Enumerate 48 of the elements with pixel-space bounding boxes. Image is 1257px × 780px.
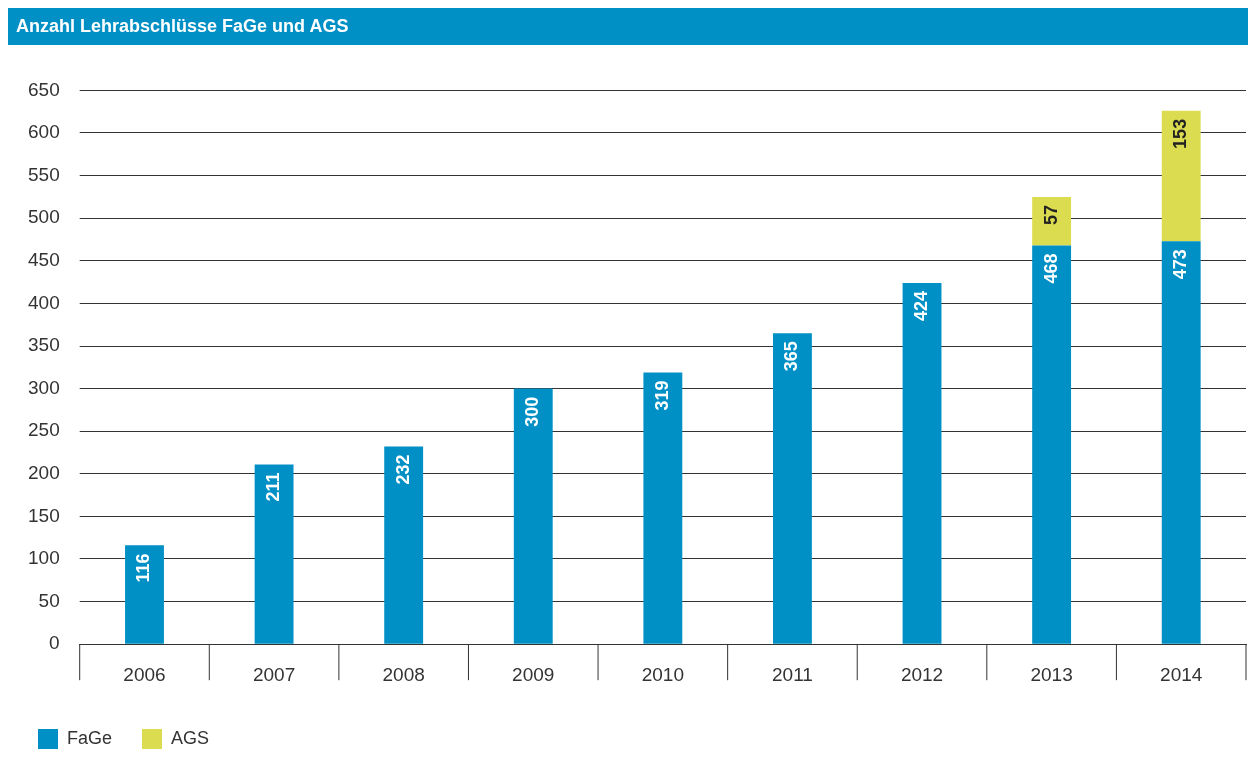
data-label: 424	[911, 290, 931, 321]
y-tick-label: 350	[28, 334, 60, 356]
x-tick-label: 2011	[772, 663, 813, 685]
legend-label: FaGe	[67, 727, 113, 748]
y-tick-label: 650	[28, 78, 60, 100]
y-tick-label: 500	[28, 206, 60, 228]
y-tick-label: 400	[28, 291, 60, 313]
bar	[1032, 245, 1072, 644]
bar	[773, 333, 812, 644]
x-tick-label: 2007	[252, 663, 296, 685]
data-label: 211	[263, 472, 284, 502]
x-tick-label: 2008	[382, 663, 425, 685]
y-tick-label: 0	[49, 632, 60, 654]
x-tick-label: 2012	[900, 663, 944, 685]
y-tick-label: 150	[28, 504, 60, 526]
bar	[513, 388, 553, 644]
x-tick-label: 2013	[1030, 663, 1073, 685]
data-label: 57	[1040, 204, 1061, 225]
chart-title: Anzahl Lehrabschlüsse FaGe und AGS	[8, 8, 1248, 45]
y-tick-label: 600	[28, 121, 60, 143]
bar	[1161, 241, 1201, 644]
data-label: 153	[1170, 118, 1191, 149]
bar	[1032, 196, 1072, 246]
x-tick-label: 2009	[512, 663, 555, 685]
y-tick-label: 450	[28, 249, 60, 271]
data-label: 232	[392, 454, 413, 485]
y-tick-label: 300	[28, 376, 60, 398]
x-tick-label: 2010	[641, 663, 684, 685]
data-label: 468	[1040, 253, 1061, 284]
bar	[643, 372, 683, 644]
y-tick-label: 50	[38, 589, 60, 611]
bar	[1161, 110, 1201, 242]
y-tick-label: 100	[28, 547, 60, 569]
data-label: 300	[522, 396, 543, 427]
data-label: 365	[781, 341, 802, 372]
legend-label: AGS	[171, 727, 210, 748]
bar	[125, 545, 164, 644]
x-tick-label: 2006	[123, 663, 166, 685]
data-label: 473	[1170, 249, 1191, 280]
bar	[384, 446, 424, 644]
y-tick-label: 550	[28, 163, 60, 185]
x-tick-label: 2014	[1160, 663, 1203, 685]
bar	[902, 282, 942, 644]
data-label: 116	[133, 553, 154, 583]
data-label: 319	[651, 380, 672, 411]
y-tick-label: 250	[28, 419, 60, 441]
bar	[254, 464, 294, 644]
y-tick-label: 200	[28, 462, 60, 484]
